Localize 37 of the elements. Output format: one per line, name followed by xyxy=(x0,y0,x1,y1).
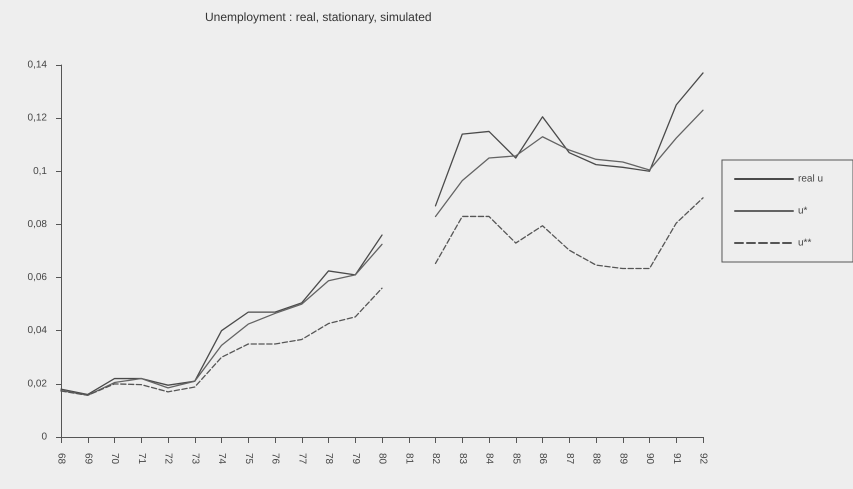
x-tick-label: 82 xyxy=(430,453,441,465)
x-tick-label: 79 xyxy=(350,453,361,465)
y-tick-label: 0,1 xyxy=(33,166,48,177)
x-tick-label: 68 xyxy=(56,453,66,465)
x-tick-label: 83 xyxy=(456,453,468,465)
y-tick-label: 0,04 xyxy=(28,325,48,336)
y-tick-label: 0,02 xyxy=(28,378,48,390)
y-tick-label: 0,12 xyxy=(28,112,48,124)
y-tick-label: 0,14 xyxy=(28,60,48,70)
x-tick-label: 74 xyxy=(216,453,227,465)
x-tick-label: 73 xyxy=(189,453,200,465)
x-tick-label: 91 xyxy=(670,453,682,465)
text: u** xyxy=(798,238,812,248)
chart-title: Unemployment : real, stationary, simulated xyxy=(205,10,432,24)
text: u* xyxy=(798,206,808,216)
x-tick-label: 87 xyxy=(564,453,575,465)
x-tick-label: 80 xyxy=(376,453,388,465)
x-tick-label: 77 xyxy=(296,453,308,465)
x-tick-label: 69 xyxy=(82,453,94,465)
x-tick-label: 85 xyxy=(510,453,522,465)
x-tick-label: 92 xyxy=(698,453,708,465)
x-tick-label: 90 xyxy=(644,453,655,465)
x-tick-label: 72 xyxy=(162,453,174,465)
y-tick-label: 0,08 xyxy=(28,218,48,230)
x-tick-label: 88 xyxy=(590,453,602,465)
y-tick-label: 0 xyxy=(41,432,48,442)
x-tick-label: 70 xyxy=(109,453,120,465)
x-tick-label: 78 xyxy=(323,453,334,465)
x-tick-label: 89 xyxy=(617,453,628,465)
x-tick-label: 71 xyxy=(136,453,147,465)
text: real u xyxy=(798,174,823,184)
y-tick-label: 0,06 xyxy=(28,272,48,284)
x-tick-label: 81 xyxy=(403,453,414,465)
x-tick-label: 75 xyxy=(242,453,254,465)
x-tick-label: 86 xyxy=(537,453,548,465)
x-tick-label: 76 xyxy=(270,453,280,465)
x-tick-label: 84 xyxy=(484,453,494,465)
